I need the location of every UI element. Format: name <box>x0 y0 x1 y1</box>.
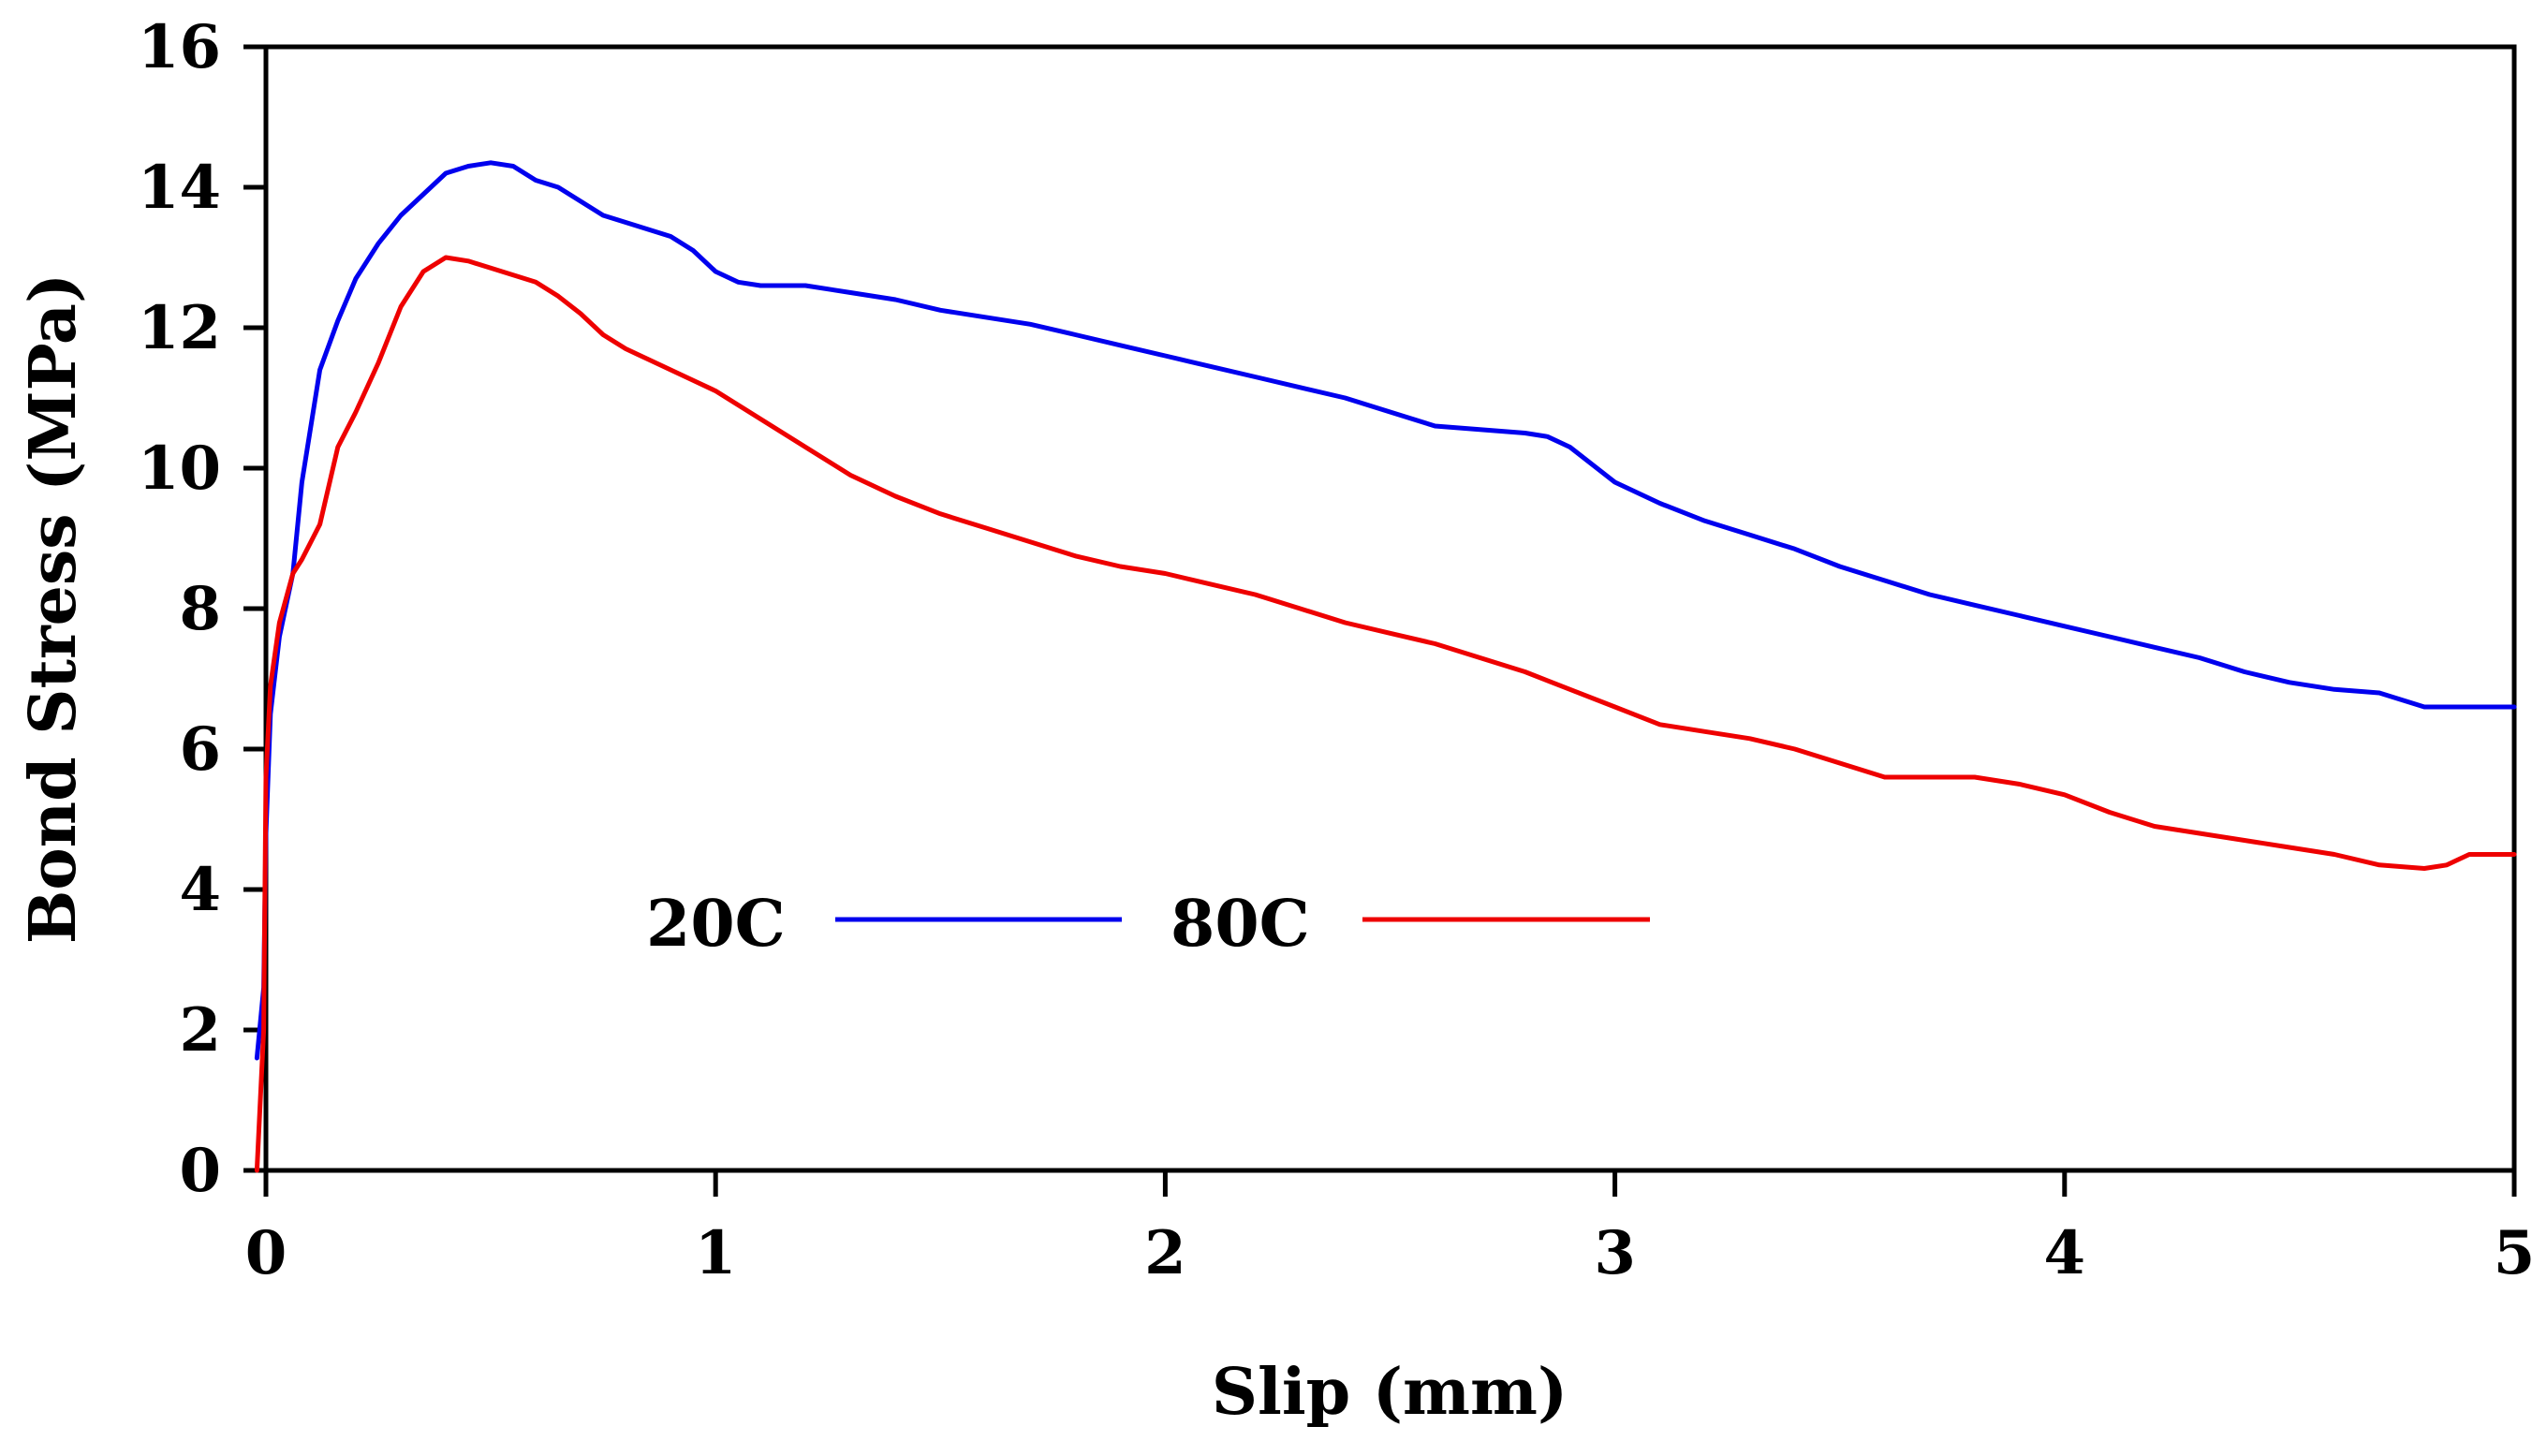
x-tick-label: 3 <box>1594 1218 1636 1288</box>
y-tick-label: 16 <box>138 12 221 82</box>
legend-label-80c: 80C <box>1170 887 1310 962</box>
y-tick-label: 10 <box>138 434 221 504</box>
series-line-20c <box>254 160 2517 1061</box>
x-tick-label: 1 <box>695 1218 737 1288</box>
y-tick-label: 14 <box>138 153 221 223</box>
series-line-80c <box>254 255 2517 1173</box>
x-tick-label: 4 <box>2044 1218 2086 1288</box>
y-tick-label: 8 <box>179 574 221 644</box>
y-axis-title: Bond Stress (MPa) <box>16 273 91 944</box>
x-axis-title: Slip (mm) <box>1212 1355 1568 1430</box>
x-tick-label: 2 <box>1144 1218 1186 1288</box>
x-axis-ticks: 0 1 2 3 4 5 <box>245 1170 2536 1288</box>
y-tick-label: 6 <box>179 714 221 785</box>
y-tick-label: 2 <box>179 995 221 1066</box>
y-tick-label: 0 <box>179 1136 221 1206</box>
legend-label-20c: 20C <box>646 887 786 962</box>
x-tick-label: 0 <box>245 1218 287 1288</box>
legend: 20C 80C <box>646 887 1650 962</box>
y-tick-label: 12 <box>138 293 221 363</box>
x-tick-label: 5 <box>2494 1218 2536 1288</box>
y-tick-label: 4 <box>179 855 221 925</box>
series-layer <box>254 160 2517 1173</box>
y-axis-ticks: 0 2 4 6 8 10 12 14 16 <box>138 12 266 1206</box>
